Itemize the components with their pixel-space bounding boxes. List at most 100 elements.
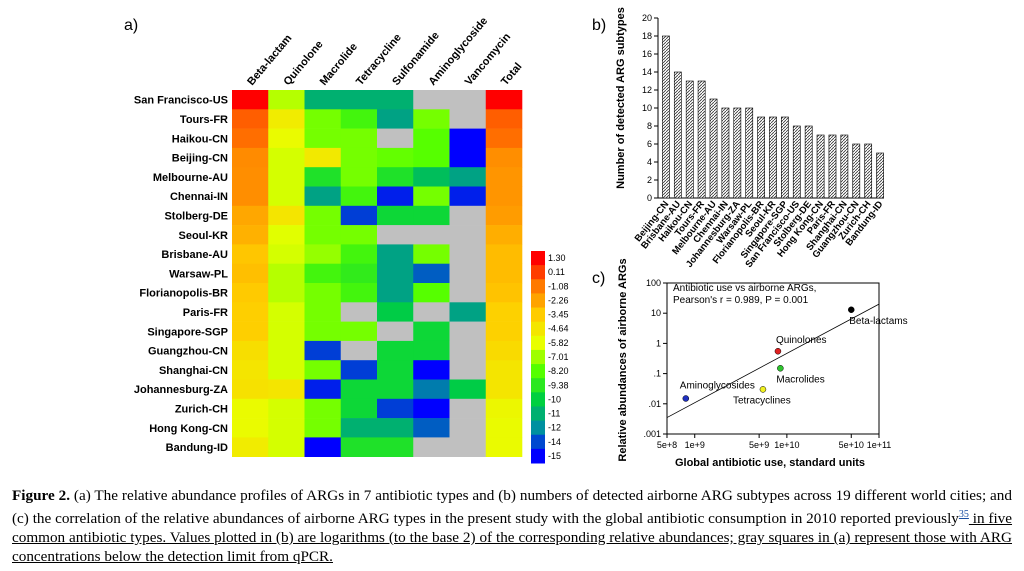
heatmap-cell [232,263,269,284]
caption-label: Figure 2. [12,487,71,504]
heatmap-cell [268,283,305,303]
heatmap-cell [485,360,523,380]
heatmap-cell [268,167,305,187]
heatmap-row-label: Florianopolis-BR [139,288,228,300]
figure-caption: Figure 2. (a) The relative abundance pro… [12,486,1012,566]
heatmap-cell [340,225,378,245]
heatmap-cell [304,437,342,457]
heatmap-cell [449,360,487,380]
heatmap-row-label: Zurich-CH [175,403,228,415]
heatmap-cell [232,225,269,245]
scatter-point-label: Tetracyclines [733,395,791,406]
heatmap-cell [377,379,414,400]
scatter-y-tick-label: 1 [656,338,661,348]
panel-b-label: b) [592,17,606,34]
heatmap-cell [377,205,414,226]
heatmap-cell [268,360,305,380]
bar-y-tick-label: 14 [642,67,652,77]
heatmap-cell [268,379,305,400]
heatmap-column-label: Total [499,61,525,88]
heatmap-row-label: San Francisco-US [134,95,228,107]
heatmap-cell [485,379,523,400]
heatmap-row-label: Hong Kong-CN [149,423,228,435]
colorbar-tick-label: -10 [548,394,561,404]
heatmap-cell [377,128,414,149]
heatmap-cell [413,109,450,129]
heatmap-cell [340,302,378,322]
heatmap-cell [413,147,450,168]
bar [673,71,682,199]
heatmap-cell [377,340,414,361]
colorbar-tick-label: 1.30 [548,253,566,263]
heatmap-cell [304,302,342,322]
heatmap-cell [304,379,342,400]
heatmap-cell [485,244,523,264]
bar-y-tick-label: 2 [647,175,652,185]
heatmap-cell [232,90,269,110]
heatmap-cell [232,283,269,303]
bar [864,143,873,199]
scatter-x-tick-label: 5e+8 [657,440,677,450]
bar-y-tick-label: 10 [642,103,652,113]
heatmap-cell [413,186,450,207]
heatmap-cell [449,321,487,342]
scatter-xlabel: Global antibiotic use, standard units [675,457,865,469]
heatmap-cell [449,340,487,361]
heatmap-cell [268,225,305,245]
bar [840,134,849,199]
panel-a-label: a) [124,17,138,34]
heatmap-cell [413,379,450,400]
heatmap-cell [340,90,378,110]
heatmap-cell [413,398,450,419]
bar-y-tick-label: 8 [647,121,652,131]
heatmap-cell [377,302,414,322]
colorbar-tick-label: -14 [548,437,561,447]
heatmap-cell [304,418,342,438]
heatmap-cell [449,302,487,322]
heatmap-cell [232,379,269,400]
bar-y-tick-label: 6 [647,139,652,149]
bar [745,107,754,199]
caption-reference[interactable]: 35 [958,509,969,520]
colorbar-tick-label: 0.11 [548,267,565,277]
heatmap-cell [340,360,378,380]
heatmap-cell [232,186,269,207]
bar-y-tick-label: 4 [647,157,652,167]
heatmap-cell [340,418,378,438]
heatmap-cell [268,90,305,110]
heatmap-cell [304,360,342,380]
heatmap-cell [485,398,523,419]
heatmap-cell [268,418,305,438]
heatmap-row-label: Seoul-KR [179,230,229,242]
heatmap-row-label: Haikou-CN [172,133,228,145]
heatmap-cell [304,398,342,419]
bar [828,134,837,199]
bar [876,152,884,199]
heatmap-row-label: Paris-FR [183,307,228,319]
heatmap-cell [340,147,378,168]
heatmap-cell [340,398,378,419]
heatmap-cell [485,205,523,226]
heatmap-cell [485,437,523,457]
heatmap-row-label: Guangzhou-CN [148,346,228,358]
heatmap-cell [377,398,414,419]
heatmap-cell [413,263,450,284]
heatmap-cell [232,302,269,322]
heatmap-cell [268,205,305,226]
heatmap-cell [304,263,342,284]
heatmap-cell [268,398,305,419]
heatmap-cell [268,128,305,149]
heatmap-cell [340,263,378,284]
heatmap-cell [413,302,450,322]
scatter-x-tick-label: 5e+10 [839,440,864,450]
colorbar-tick-label: -8.20 [548,366,569,376]
colorbar-segment [531,265,545,280]
colorbar-tick-label: -2.26 [548,295,569,305]
heatmap-cell [377,437,414,457]
scatter-annotation-line1: Antibiotic use vs airborne ARGs, [673,283,816,294]
heatmap-cell [449,128,487,149]
colorbar-segment [531,392,545,407]
heatmap-cell [340,379,378,400]
heatmap-cell [340,321,378,342]
colorbar-tick-label: -9.38 [548,380,569,390]
